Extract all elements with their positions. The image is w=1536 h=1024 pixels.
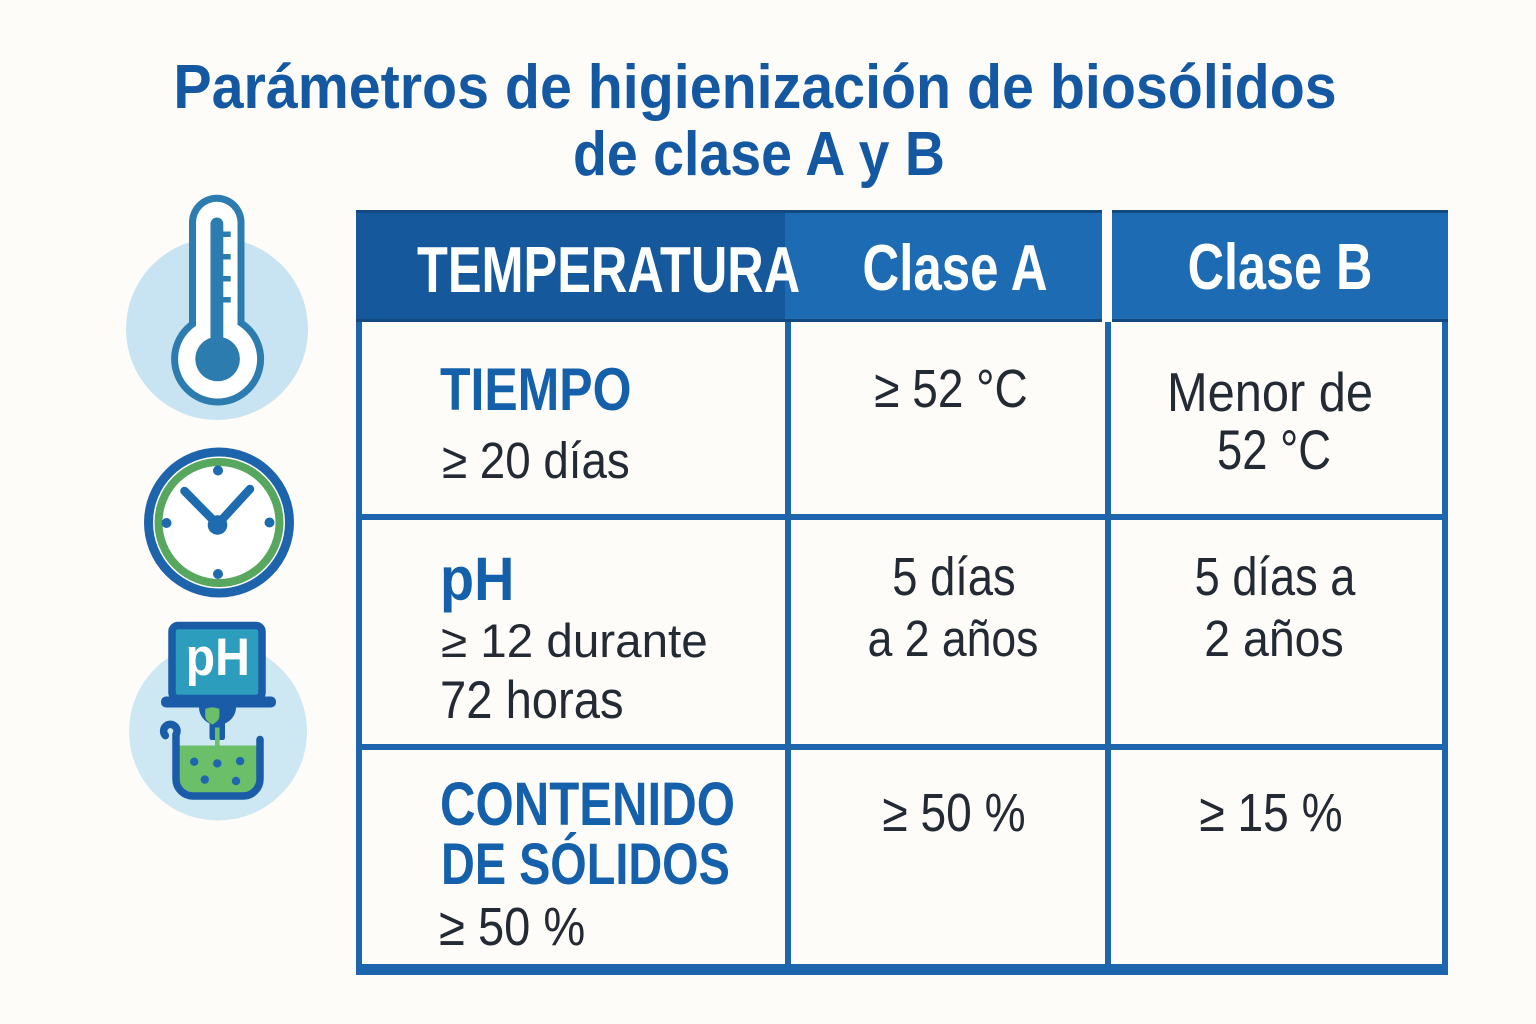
svg-text:pH: pH xyxy=(186,627,250,687)
